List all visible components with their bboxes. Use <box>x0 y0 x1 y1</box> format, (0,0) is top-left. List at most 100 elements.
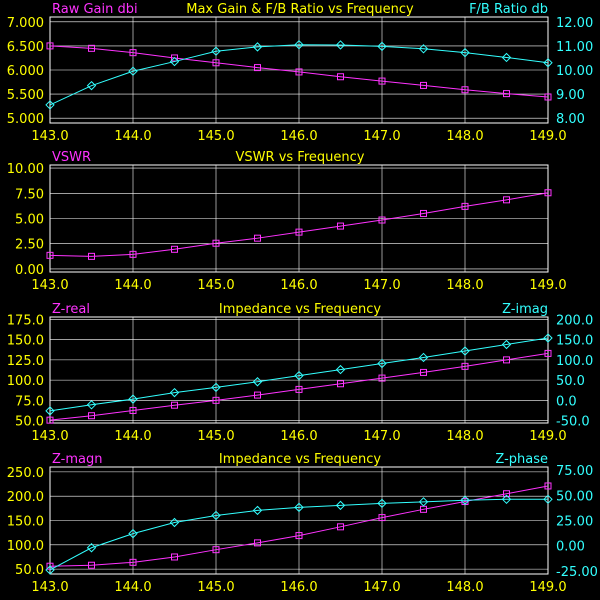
data-point-square <box>88 412 95 420</box>
data-point-diamond <box>211 46 221 56</box>
left-tick-label: 5.500 <box>7 88 44 103</box>
right-tick-label: 10.00 <box>556 64 593 79</box>
data-point-square <box>171 553 178 561</box>
data-point-square <box>420 368 427 376</box>
data-point-square <box>295 532 303 540</box>
left-axis-label: Z-magn <box>52 452 103 467</box>
data-point-diamond <box>377 41 387 52</box>
data-point-square <box>503 490 510 498</box>
data-point-diamond <box>377 358 387 369</box>
left-tick-label: 6.000 <box>7 64 44 79</box>
data-point-diamond <box>45 565 55 575</box>
data-point-diamond <box>128 528 138 539</box>
x-tick-label: 146.0 <box>280 278 317 293</box>
data-point-square <box>88 44 95 52</box>
data-point-diamond <box>460 495 470 506</box>
right-tick-label: 11.00 <box>556 40 593 55</box>
data-point-square <box>461 86 469 94</box>
data-point-diamond <box>418 44 429 54</box>
right-tick-label: 8.00 <box>556 112 585 127</box>
data-point-diamond <box>335 364 346 375</box>
right-tick-label: -25.00 <box>556 565 598 580</box>
left-tick-label: 6.500 <box>7 40 44 55</box>
chart-title: Impedance vs Frequency <box>219 302 382 317</box>
left-tick-label: 100.0 <box>7 374 44 389</box>
x-tick-label: 143.0 <box>31 129 68 144</box>
left-tick-label: 200.0 <box>7 490 44 505</box>
data-point-square <box>503 356 510 364</box>
data-point-diamond <box>543 333 553 343</box>
data-point-square <box>46 562 54 570</box>
chart-title: VSWR vs Frequency <box>236 150 365 165</box>
data-point-square <box>544 349 552 357</box>
data-point-square <box>461 202 469 210</box>
data-point-square <box>129 406 137 414</box>
series-line-z-phase <box>49 498 548 571</box>
data-point-diamond <box>252 42 263 52</box>
x-tick-label: 145.0 <box>197 429 234 444</box>
right-tick-label: 50.0 <box>556 374 585 389</box>
data-point-diamond <box>335 500 346 511</box>
right-tick-label: 12.00 <box>556 16 593 31</box>
data-point-square <box>337 222 344 230</box>
left-tick-label: 7.000 <box>7 16 44 31</box>
data-point-diamond <box>86 543 97 553</box>
left-tick-label: 50.0 <box>15 415 44 430</box>
left-tick-label: 150.0 <box>7 334 44 349</box>
series-line-z-magn <box>49 485 549 567</box>
right-tick-label: 50.00 <box>556 489 593 504</box>
data-point-square <box>254 391 261 399</box>
data-point-diamond <box>501 494 512 505</box>
x-tick-label: 148.0 <box>446 278 483 293</box>
data-point-square <box>378 514 386 522</box>
right-axis-label: Z-imag <box>502 302 548 317</box>
data-point-square <box>503 196 510 204</box>
left-tick-label: 2.50 <box>15 238 44 253</box>
chart-title: Impedance vs Frequency <box>219 452 382 467</box>
right-axis-label: F/B Ratio db <box>469 2 548 17</box>
x-tick-label: 149.0 <box>529 429 566 444</box>
x-tick-label: 143.0 <box>31 429 68 444</box>
chart-panel-1: 143.0 144.0 145.0 146.0 147.0 148.0 149.0 7.000… <box>7 2 593 144</box>
data-point-diamond <box>418 497 429 507</box>
x-tick-label: 149.0 <box>529 129 566 144</box>
left-tick-label: 5.00 <box>15 213 44 228</box>
x-tick-label: 148.0 <box>446 429 483 444</box>
data-point-square <box>461 362 469 370</box>
data-point-square <box>212 396 220 404</box>
x-tick-label: 146.0 <box>280 129 317 144</box>
data-point-square <box>295 228 303 236</box>
data-point-square <box>88 561 95 569</box>
data-point-square <box>129 49 137 57</box>
data-point-diamond <box>128 66 138 76</box>
data-point-diamond <box>501 339 512 350</box>
data-point-diamond <box>45 100 55 110</box>
data-point-square <box>420 209 427 217</box>
x-tick-label: 144.0 <box>114 429 151 444</box>
series-line-z-imag <box>49 337 549 412</box>
x-tick-label: 147.0 <box>363 129 400 144</box>
data-point-square <box>46 42 54 50</box>
data-point-square <box>378 77 386 85</box>
x-tick-label: 147.0 <box>363 429 400 444</box>
chart-panel-4: 143.0 144.0 145.0 146.0 147.0 148.0 149.0 250.0… <box>7 452 598 595</box>
data-point-diamond <box>169 56 180 67</box>
x-tick-label: 143.0 <box>31 580 68 595</box>
data-point-square <box>254 539 261 547</box>
left-tick-label: 250.0 <box>7 466 44 481</box>
chart-panel-2: 143.0 144.0 145.0 146.0 147.0 148.0 149.0 10.00… <box>7 150 567 293</box>
chart-panel-3: 143.0 144.0 145.0 146.0 147.0 148.0 149.0 175.0… <box>7 302 593 444</box>
x-tick-label: 145.0 <box>197 129 234 144</box>
data-point-diamond <box>460 346 470 356</box>
series-line-raw-gain-dbi <box>49 45 549 98</box>
x-tick-label: 143.0 <box>31 278 68 293</box>
right-tick-label: -50.0 <box>556 415 590 430</box>
left-tick-label: 50.0 <box>15 563 44 578</box>
data-point-square <box>212 239 220 247</box>
x-tick-label: 145.0 <box>197 278 234 293</box>
left-axis-label: Z-real <box>52 302 90 317</box>
x-tick-label: 148.0 <box>446 580 483 595</box>
data-point-square <box>337 73 344 81</box>
data-point-diamond <box>169 517 180 528</box>
